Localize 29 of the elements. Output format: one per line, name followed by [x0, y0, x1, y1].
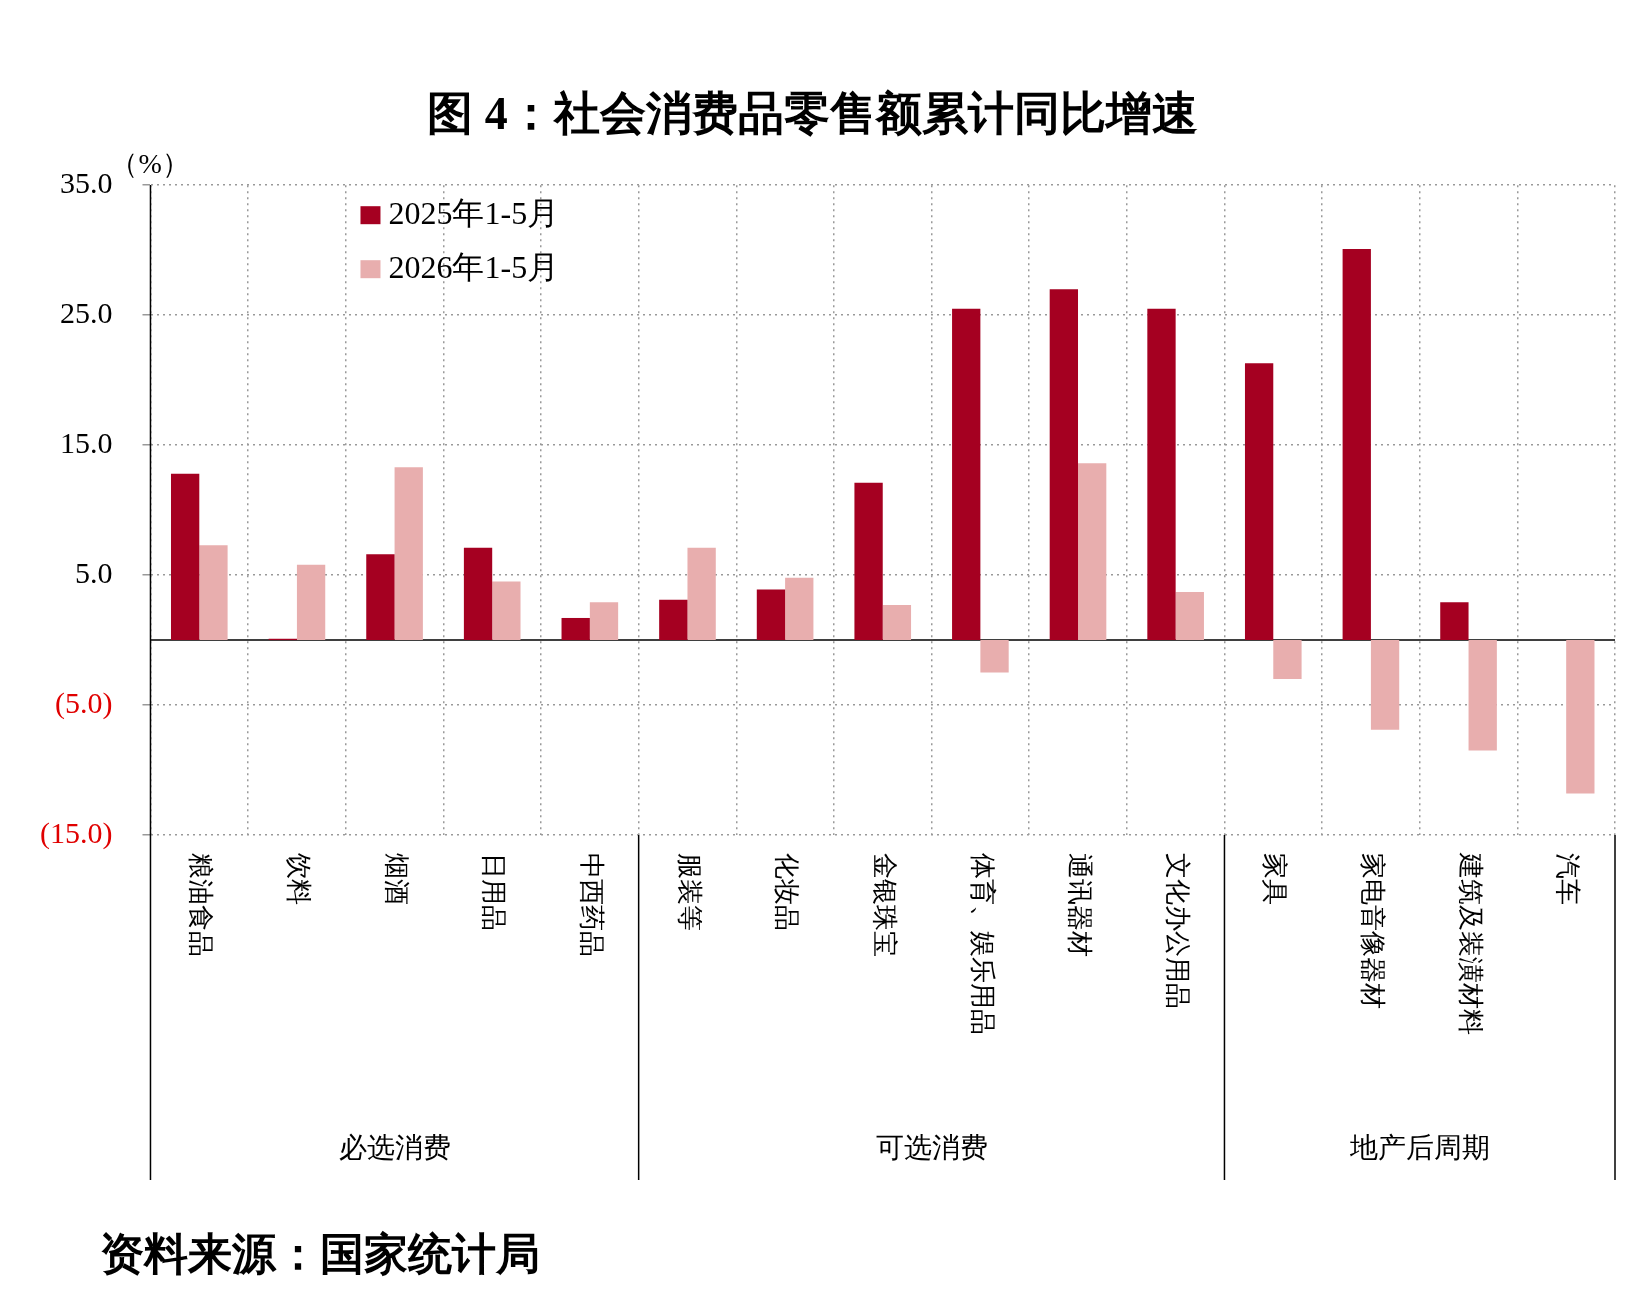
x-tick-label: 饮料 — [284, 852, 314, 905]
x-tick-label: 汽车 — [1553, 853, 1583, 905]
legend-label: 2026年1-5月 — [388, 248, 560, 285]
x-tick-label: 家电音像器材 — [1358, 853, 1388, 1009]
y-tick-label: 25.0 — [59, 296, 113, 330]
text: 必选消费 — [338, 1132, 451, 1164]
text: 可选消费 — [875, 1132, 988, 1164]
x-tick-label: 粮油食品 — [186, 853, 216, 957]
x-tick-label: 日用品 — [479, 853, 509, 931]
text: 资料来源：国家统计局 — [100, 1227, 540, 1281]
y-axis-title: （%） — [110, 147, 190, 179]
y-tick-label: 35.0 — [59, 166, 113, 200]
legend-label: 2025年1-5月 — [388, 194, 560, 231]
x-tick-label: 金银珠宝 — [869, 853, 899, 957]
y-tick-label: 15.0 — [59, 425, 113, 459]
y-tick-label: 5.0 — [74, 555, 113, 589]
x-tick-label: 中西药品 — [577, 853, 607, 957]
chart-title: 图 4：社会消费品零售额累计同比增速 — [427, 88, 1198, 140]
x-tick-label: 通讯器材 — [1065, 853, 1095, 957]
y-tick-label: (5.0) — [55, 685, 113, 720]
y-tick-label: (15.0) — [40, 815, 113, 850]
x-tick-label: 文化办公用品 — [1162, 853, 1192, 1009]
x-tick-label: 服装等 — [674, 853, 704, 931]
x-tick-label: 建筑及装潢材料 — [1455, 852, 1485, 1035]
x-tick-label: 家具 — [1260, 853, 1290, 905]
x-tick-label: 体育、娱乐用品 — [967, 853, 997, 1035]
x-tick-label: 烟酒 — [381, 853, 411, 905]
x-tick-label: 化妆品 — [772, 853, 802, 931]
text: 地产后周期 — [1348, 1132, 1490, 1164]
